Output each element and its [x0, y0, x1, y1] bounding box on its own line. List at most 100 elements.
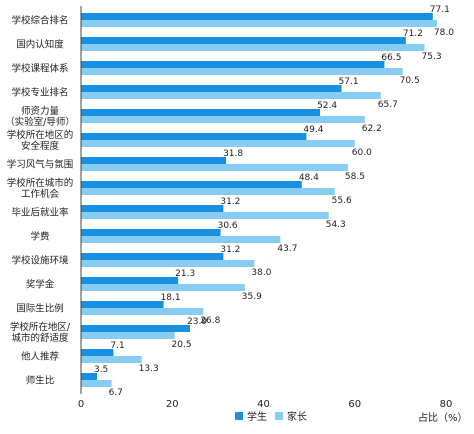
category-label-line: 学校综合排名	[11, 15, 68, 27]
value-label-students-0: 77.1	[430, 5, 450, 15]
x-axis-title: 占比（%）	[418, 411, 468, 424]
bar-parents-6	[81, 164, 348, 171]
value-label-students-11: 21.3	[175, 269, 195, 279]
bar-students-0	[81, 13, 433, 20]
bar-students-1	[81, 37, 406, 44]
category-label-8: 毕业后就业率	[11, 207, 69, 219]
category-label-7: 学校所在城市的工作机会	[7, 177, 74, 200]
bar-parents-12	[81, 308, 204, 315]
bar-parents-9	[81, 236, 281, 243]
bar-students-11	[81, 277, 179, 284]
x-tick-label-40: 40	[257, 399, 270, 410]
category-label-11: 奖学金	[26, 279, 55, 291]
value-label-parents-1: 75.3	[422, 52, 442, 62]
bar-students-5	[81, 133, 307, 140]
value-label-parents-7: 55.6	[332, 196, 352, 206]
category-label-line: 学费	[30, 231, 49, 243]
category-label-line: 学校所在城市的	[7, 177, 74, 189]
category-label-line: 毕业后就业率	[11, 207, 69, 219]
category-label-line: 学习风气与氛围	[7, 159, 74, 171]
legend-label-students: 学生	[247, 410, 267, 423]
legend: 学生 家长	[235, 410, 307, 423]
bar-parents-14	[81, 356, 142, 363]
bar-students-10	[81, 253, 224, 260]
bar-parents-7	[81, 188, 335, 195]
category-label-2: 学校课程体系	[11, 63, 68, 75]
x-tick-label-20: 20	[166, 399, 179, 410]
legend-swatch-parents	[275, 412, 283, 420]
bar-parents-1	[81, 44, 425, 51]
value-label-parents-10: 38.0	[251, 268, 271, 278]
category-label-10: 学校设施环境	[11, 255, 69, 267]
value-label-students-9: 30.6	[218, 221, 238, 231]
category-label-line: 工作机会	[21, 188, 60, 200]
value-label-parents-0: 78.0	[434, 28, 454, 38]
value-label-students-4: 52.4	[317, 101, 337, 111]
category-label-15: 师生比	[26, 375, 55, 387]
category-label-line: 师生比	[26, 375, 55, 387]
category-label-line: 国内认知度	[16, 39, 64, 51]
value-label-parents-14: 13.3	[139, 364, 159, 374]
category-label-line: （实验室/导师）	[5, 116, 75, 128]
value-label-students-1: 71.2	[403, 29, 423, 39]
bar-students-7	[81, 181, 302, 188]
x-tick-label-60: 60	[348, 399, 361, 410]
category-label-6: 学习风气与氛围	[7, 159, 74, 171]
category-label-line: 他人推荐	[21, 351, 60, 363]
bar-students-12	[81, 301, 164, 308]
category-label-line: 学校所在地区/	[10, 321, 71, 333]
category-label-line: 奖学金	[26, 279, 55, 291]
bar-parents-13	[81, 332, 175, 339]
category-label-line: 安全程度	[21, 140, 60, 152]
category-label-12: 国际生比例	[16, 303, 64, 315]
bar-students-4	[81, 109, 321, 116]
bar-students-6	[81, 157, 227, 164]
value-label-parents-3: 65.7	[378, 100, 398, 110]
x-tick-label-80: 80	[440, 399, 453, 410]
x-tick-label-0: 0	[78, 399, 84, 410]
category-label-4: 师资力量（实验室/导师）	[5, 105, 75, 128]
value-label-students-8: 31.2	[220, 197, 240, 207]
category-label-line: 学校专业排名	[11, 87, 68, 99]
bar-students-9	[81, 229, 221, 236]
value-label-parents-12: 26.8	[200, 316, 220, 326]
value-label-students-10: 31.2	[220, 245, 240, 255]
value-label-students-15: 3.5	[94, 365, 108, 375]
x-tick-labels: 0 20 40 60 80	[78, 399, 453, 410]
bar-students-15	[81, 373, 97, 380]
value-label-parents-6: 58.5	[345, 172, 365, 182]
value-label-students-5: 49.4	[303, 125, 323, 135]
bar-students-14	[81, 349, 114, 356]
legend-label-parents: 家长	[287, 410, 307, 423]
value-label-parents-9: 43.7	[277, 244, 297, 254]
category-labels: 学校综合排名国内认知度学校课程体系学校专业排名师资力量（实验室/导师）学校所在地…	[5, 15, 75, 387]
bar-students-3	[81, 85, 342, 92]
category-label-9: 学费	[30, 231, 49, 243]
category-label-line: 学校设施环境	[11, 255, 69, 267]
value-label-parents-13: 20.5	[172, 340, 192, 350]
category-label-0: 学校综合排名	[11, 15, 68, 27]
category-label-1: 国内认知度	[16, 39, 64, 51]
bar-parents-4	[81, 116, 365, 123]
value-label-parents-8: 54.3	[326, 220, 346, 230]
value-label-students-12: 18.1	[161, 293, 181, 303]
value-label-parents-4: 62.2	[362, 124, 382, 134]
category-label-13: 学校所在地区/城市的舒适度	[10, 321, 71, 344]
bar-students-2	[81, 61, 385, 68]
category-label-line: 国际生比例	[16, 303, 64, 315]
category-label-5: 学校所在地区的安全程度	[7, 129, 74, 152]
value-label-parents-15: 6.7	[109, 388, 123, 398]
value-label-students-7: 48.4	[299, 173, 319, 183]
legend-swatch-students	[235, 412, 243, 420]
value-labels: 77.1 78.0 71.2 75.3 66.5 70.5 57.1 65.7 52.4 62.2…	[94, 5, 454, 398]
value-label-students-3: 57.1	[339, 77, 359, 87]
category-label-line: 学校所在地区的	[7, 129, 74, 141]
category-label-3: 学校专业排名	[11, 87, 68, 99]
bar-parents-8	[81, 212, 329, 219]
category-label-line: 城市的舒适度	[11, 332, 69, 344]
bars-group	[81, 13, 437, 387]
value-label-parents-2: 70.5	[400, 76, 420, 86]
value-label-students-13: 23.9	[187, 317, 207, 327]
bar-parents-2	[81, 68, 403, 75]
